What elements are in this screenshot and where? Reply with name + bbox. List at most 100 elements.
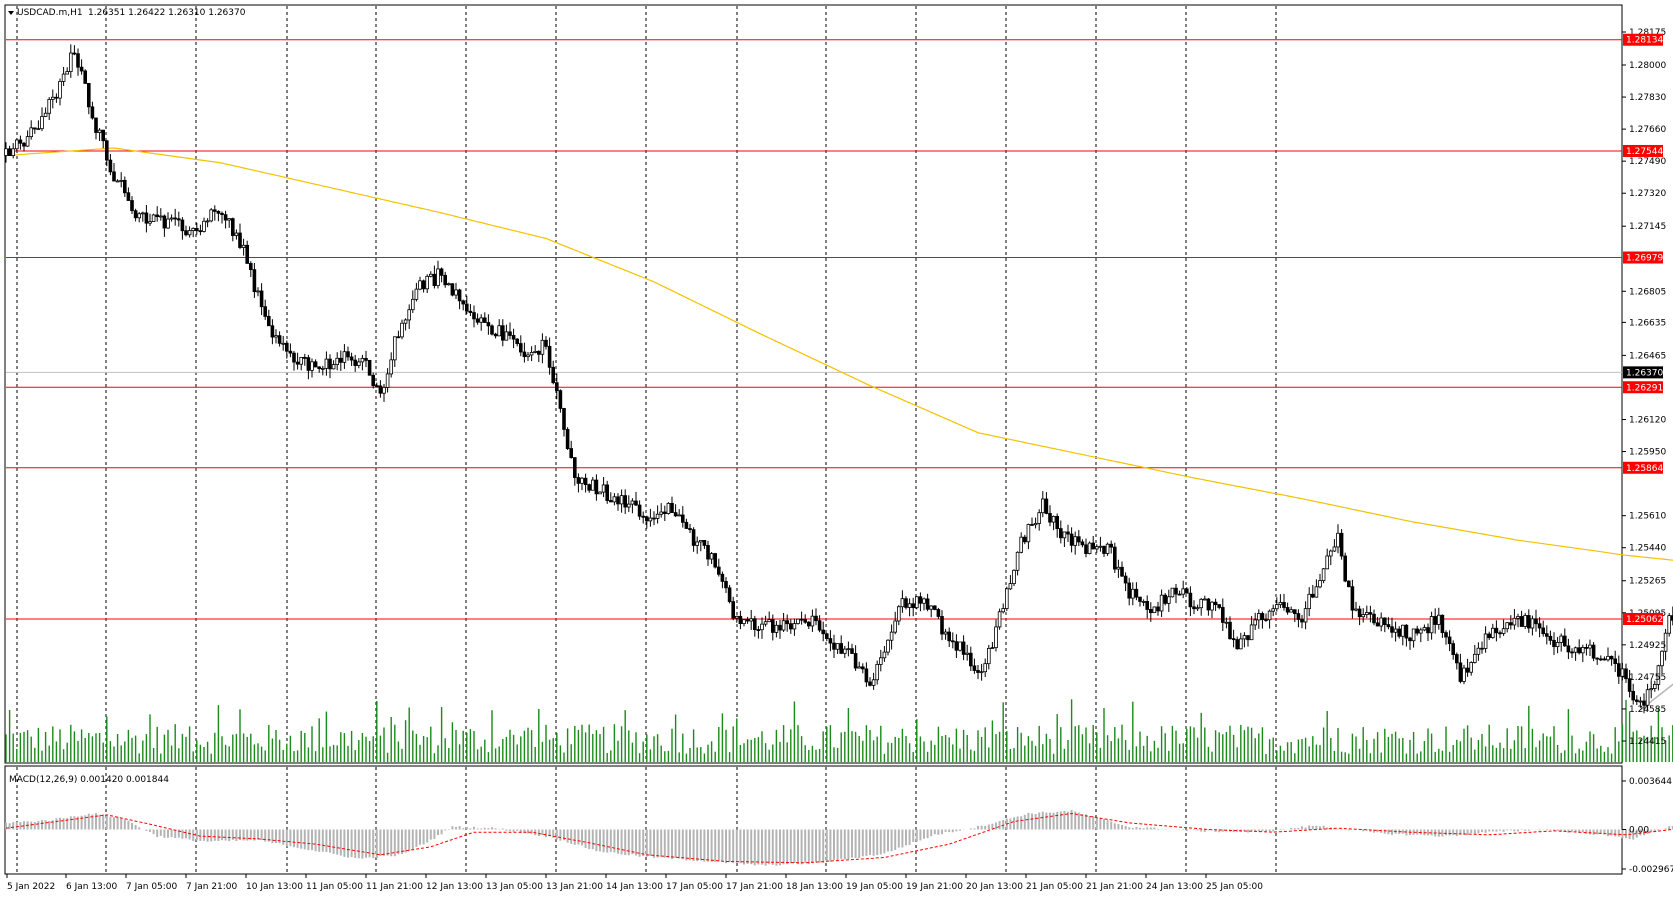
x-tick-label: 13 Jan 21:00 (546, 882, 603, 892)
candle-bear (105, 140, 109, 161)
candle-bear (1127, 582, 1132, 599)
candle-bear (1372, 613, 1376, 624)
candle-bull (1314, 586, 1319, 598)
candle-bull (47, 99, 51, 114)
x-tick-label: 7 Jan 21:00 (186, 882, 238, 892)
candle-bear (292, 352, 296, 363)
y-tick-label: 1.25440 (1629, 544, 1666, 554)
candle-bear (1635, 699, 1639, 702)
candle-bear (756, 629, 761, 632)
chart-ohlc: 1.26351 1.26422 1.26310 1.26370 (88, 8, 246, 18)
level-tag (1623, 461, 1663, 474)
candle-bear (616, 496, 620, 505)
candle-bull (360, 358, 365, 363)
candle-bear (1577, 647, 1582, 654)
candle-bear (936, 609, 941, 617)
candle-bull (234, 232, 239, 236)
candle-bull (454, 289, 458, 296)
candle-bull (389, 359, 393, 375)
candle-bear (22, 142, 26, 147)
candle-bull (428, 273, 433, 277)
candle-bear (486, 322, 491, 327)
candle-bull (1167, 596, 1171, 604)
candle-bear (302, 356, 307, 359)
candle-bull (792, 623, 797, 630)
candle-bear (364, 358, 368, 361)
level-tag-label: 1.25062 (1626, 615, 1663, 625)
candle-bull (1253, 619, 1258, 626)
candle-bear (1177, 593, 1182, 596)
candle-bear (817, 620, 822, 631)
candle-bear (1617, 663, 1621, 677)
candle-bear (1285, 607, 1290, 613)
candle-bull (774, 624, 779, 633)
candle-bear (839, 643, 843, 654)
candle-bull (1559, 635, 1564, 643)
candle-bull (1422, 627, 1427, 631)
candle-bull (915, 596, 919, 609)
candle-bull (148, 221, 152, 224)
candle-bear (1548, 635, 1553, 641)
candles (4, 44, 1673, 714)
candle-bear (1584, 647, 1589, 649)
candle-bear (1447, 636, 1452, 645)
current-price-label: 1.26370 (1626, 368, 1663, 378)
ma-line (5, 147, 1673, 561)
candle-bull (1026, 524, 1031, 543)
candle-bull (1019, 536, 1023, 553)
candle-bear (101, 129, 106, 142)
candle-bull (40, 116, 44, 130)
candle-bear (1311, 593, 1315, 598)
candle-bull (796, 618, 800, 624)
candle-bull (385, 373, 390, 388)
candle-bear (576, 477, 581, 484)
candle-bear (522, 351, 527, 358)
candle-bear (33, 127, 37, 130)
candle-bear (670, 502, 674, 513)
candle-bull (659, 511, 663, 515)
candle-bull (1512, 617, 1517, 626)
candle-bear (785, 620, 789, 625)
symbol-dropdown-icon[interactable] (8, 11, 14, 15)
candle-bear (814, 615, 818, 622)
candle-bull (158, 215, 163, 218)
candle-bull (209, 209, 214, 222)
candle-bear (1566, 645, 1571, 653)
candle-bear (482, 317, 487, 323)
candle-bear (947, 631, 951, 642)
candle-bull (227, 218, 232, 221)
candle-bear (652, 517, 656, 520)
candle-bull (943, 631, 948, 635)
candle-bull (69, 52, 73, 72)
candle-bear (691, 529, 696, 546)
candle-bear (688, 528, 692, 531)
candle-bull (540, 339, 545, 355)
candle-bear (1221, 607, 1225, 623)
candle-bull (695, 541, 699, 546)
candle-bull (205, 220, 210, 223)
level-tag-label: 1.27544 (1626, 147, 1663, 157)
candle-bear (1509, 622, 1513, 626)
candle-bear (173, 217, 178, 220)
candle-bear (353, 359, 357, 366)
candle-bull (735, 615, 739, 619)
x-tick-label: 10 Jan 13:00 (246, 882, 303, 892)
candle-bull (1210, 601, 1214, 611)
candle-bull (382, 387, 386, 394)
candle-bear (738, 615, 743, 624)
y-tick-label: 1.28000 (1629, 61, 1666, 71)
candle-bear (284, 342, 289, 352)
candle-bull (990, 647, 995, 650)
candle-bull (648, 517, 653, 522)
candle-bear (717, 566, 721, 575)
level-tag (1623, 33, 1663, 46)
candle-bull (410, 298, 415, 311)
candle-bear (771, 619, 775, 633)
candle-bull (418, 280, 422, 290)
candle-bear (1534, 618, 1538, 625)
candle-bear (220, 212, 224, 216)
candle-bear (637, 504, 642, 517)
candle-bear (1044, 498, 1049, 514)
